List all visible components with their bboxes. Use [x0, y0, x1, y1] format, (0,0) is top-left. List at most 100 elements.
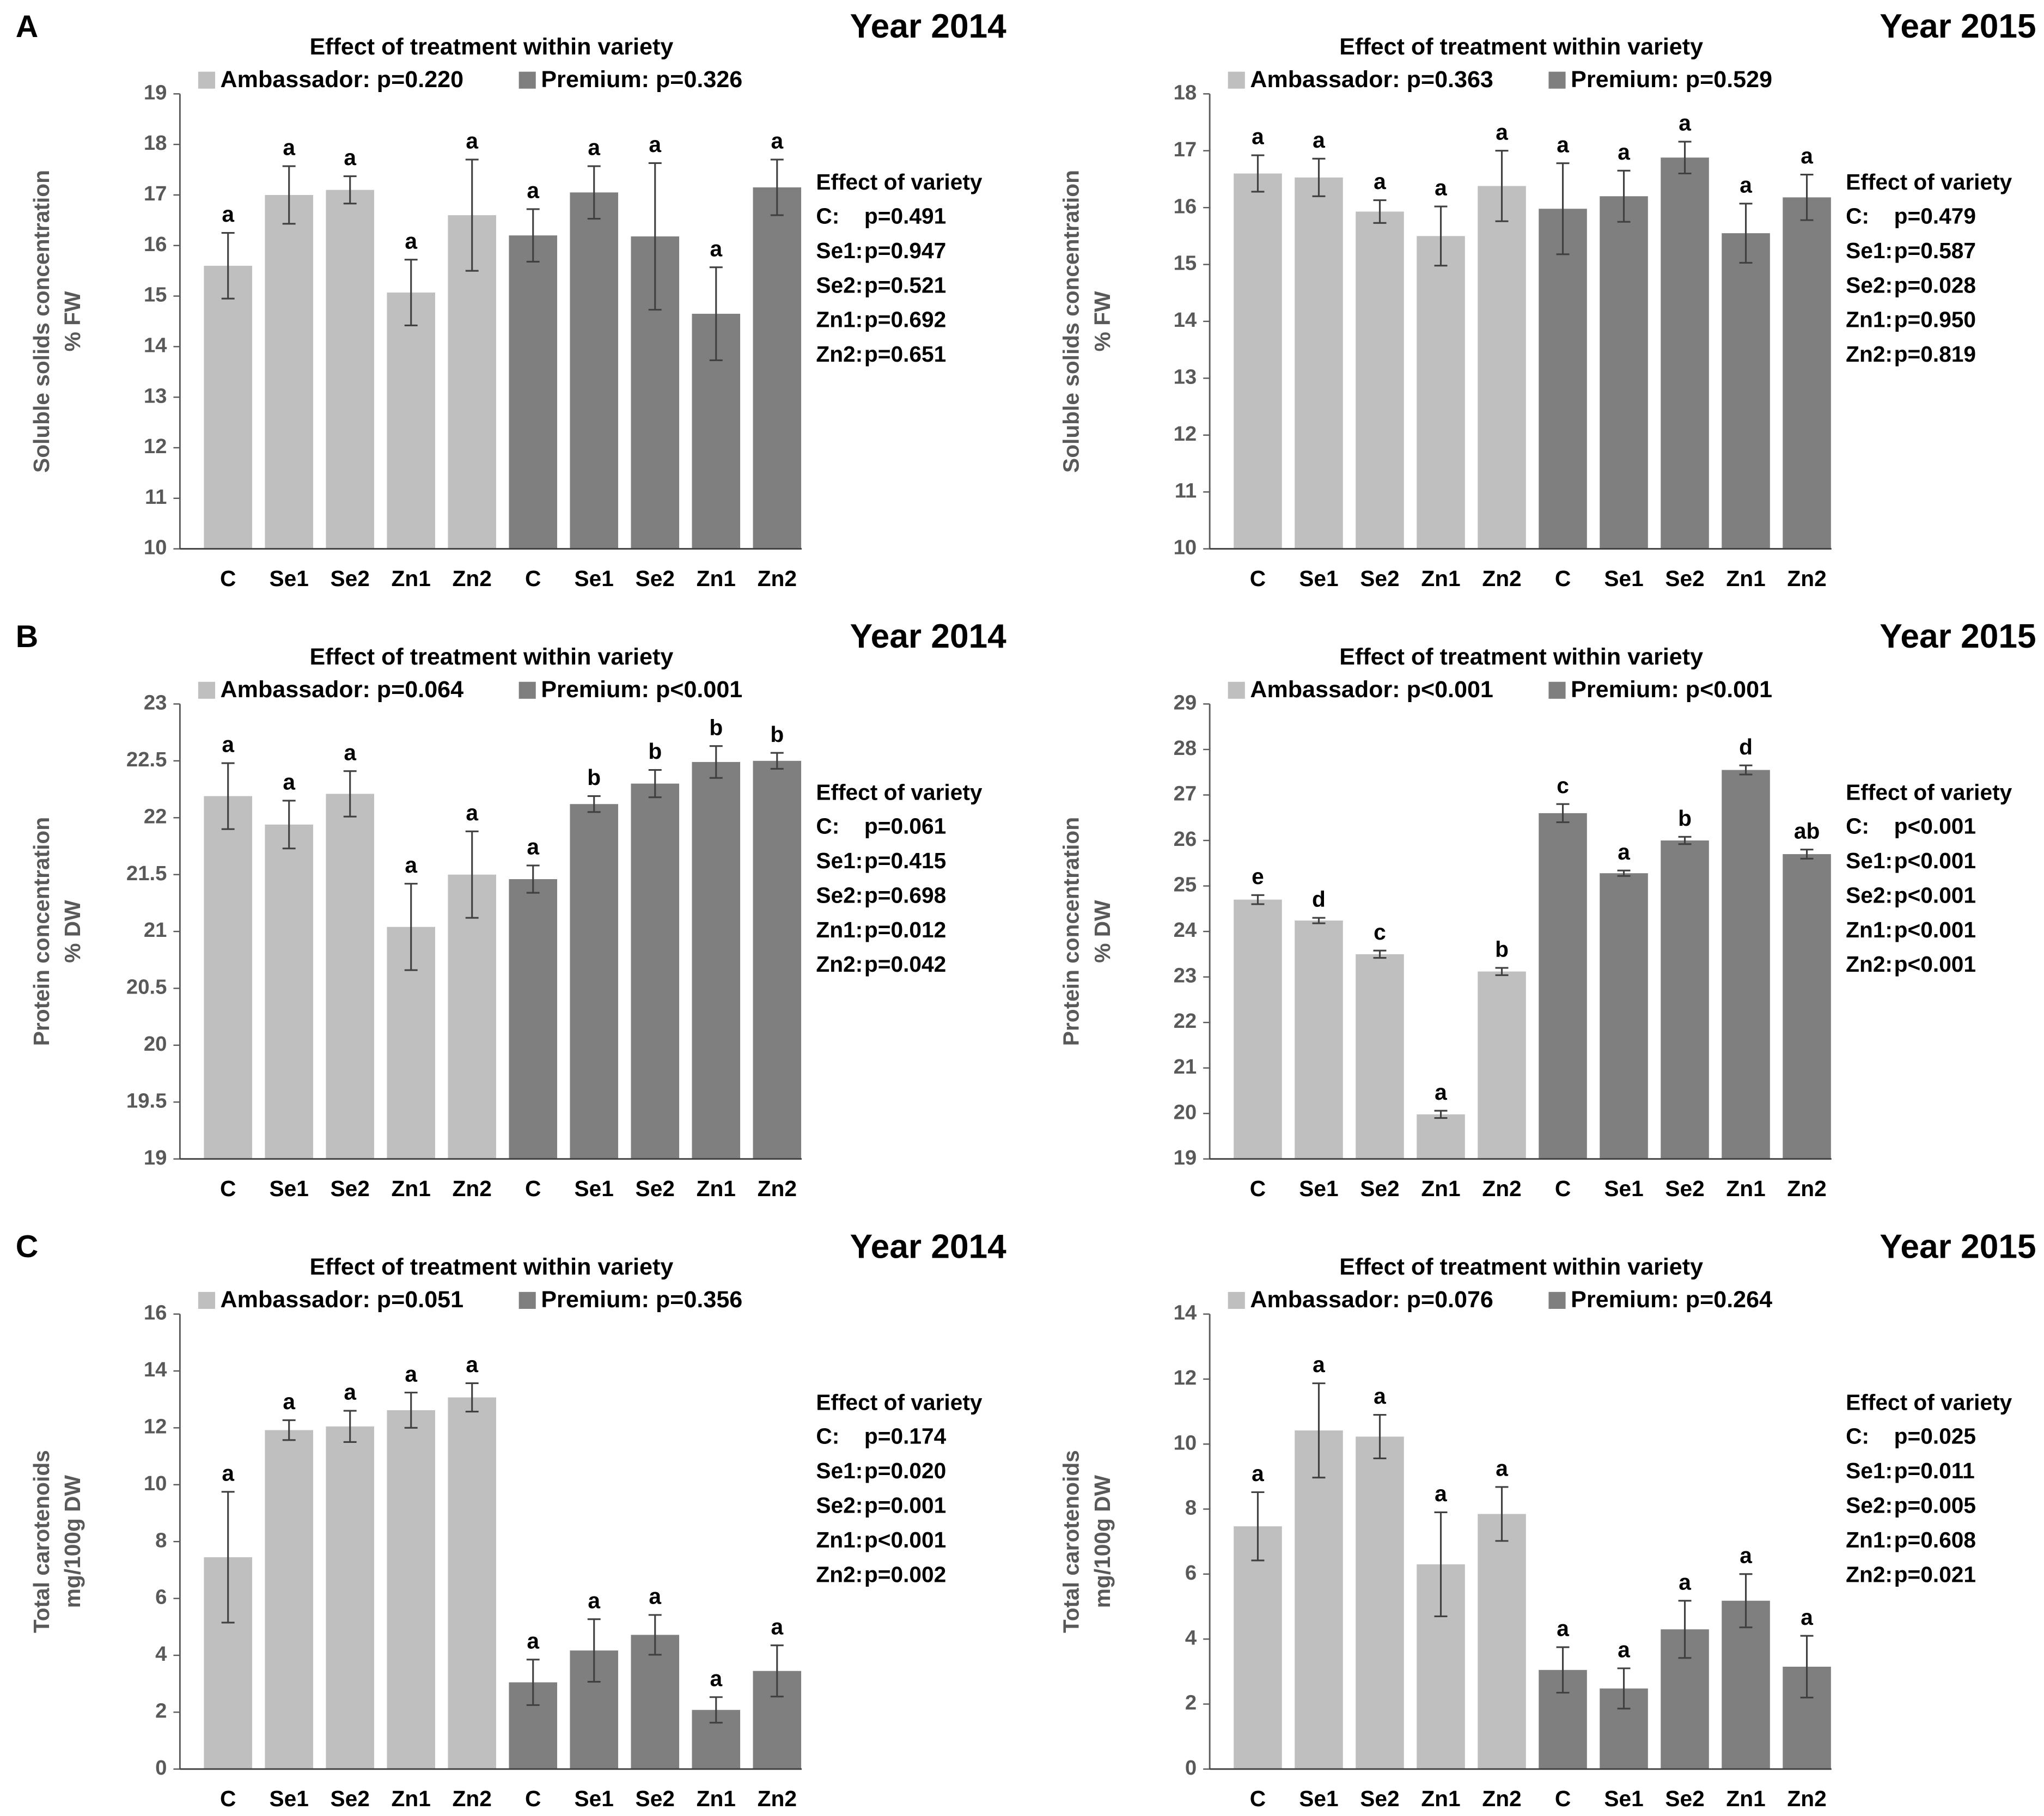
legend-swatch — [518, 681, 536, 699]
bar — [631, 1635, 680, 1769]
x-tick-label: Zn2 — [1482, 566, 1521, 591]
significance-letter: a — [405, 852, 417, 877]
error-bar — [1800, 849, 1814, 860]
variety-effect-title: Effect of variety — [1846, 1390, 2012, 1415]
bar — [387, 292, 435, 549]
significance-letter: a — [222, 1460, 234, 1485]
y-tick-label: 0 — [1185, 1756, 1197, 1780]
x-tick-label: C — [220, 566, 236, 591]
x-tick-label: C — [525, 566, 541, 591]
x-tick-label: Se1 — [575, 1176, 614, 1201]
significance-letter: b — [648, 739, 662, 764]
chart-panel: B Year 2014 Effect of treatment within var… — [16, 618, 1006, 1201]
chart-subtitle: Effect of treatment within variety — [1339, 1254, 1703, 1280]
bar — [1478, 1514, 1526, 1769]
significance-letter: a — [771, 129, 783, 154]
y-axis-label: Protein concentration — [29, 817, 54, 1046]
legend-swatch — [198, 71, 215, 89]
y-tick-label: 21 — [1174, 1055, 1197, 1078]
variety-effect-label: C: — [816, 814, 839, 839]
chart-title: Year 2014 — [850, 8, 1007, 45]
y-tick-label: 18 — [144, 131, 167, 155]
x-tick-label: C — [220, 1786, 236, 1811]
bar — [1234, 1526, 1282, 1769]
legend-swatch — [518, 1291, 536, 1309]
variety-effect-p: p<0.001 — [1894, 917, 1976, 942]
significance-letter: a — [649, 132, 661, 157]
y-tick-label: 10 — [1174, 1431, 1197, 1454]
y-axis-label: Total carotenoids — [1059, 1450, 1084, 1633]
significance-letter: a — [1313, 127, 1325, 153]
y-tick-label: 20.5 — [126, 976, 167, 999]
y-tick-label: 18 — [1174, 81, 1197, 104]
error-bar — [1617, 169, 1631, 223]
y-axis-label: Soluble solids concentration — [29, 170, 54, 473]
x-tick-label: Zn1 — [1421, 1786, 1460, 1811]
y-tick-label: 12 — [1174, 422, 1197, 446]
x-tick-label: Zn1 — [1421, 566, 1460, 591]
bar — [631, 783, 680, 1159]
y-axis-label: % DW — [1090, 900, 1115, 963]
legend-label: Premium: p=0.264 — [1571, 1287, 1772, 1313]
x-tick-label: Zn1 — [392, 1176, 431, 1201]
legend-label: Premium: p=0.356 — [541, 1287, 742, 1313]
error-bar — [404, 1392, 418, 1429]
x-tick-label: Se1 — [1604, 566, 1643, 591]
significance-letter: c — [1374, 919, 1386, 944]
y-axis-label: % FW — [60, 291, 85, 351]
variety-effect-label: Zn2: — [1846, 342, 1893, 367]
significance-letter: b — [1678, 806, 1692, 831]
variety-effect-label: Zn1: — [816, 307, 863, 332]
y-tick-label: 21.5 — [126, 862, 167, 885]
x-tick-label: Zn1 — [392, 1786, 431, 1811]
y-tick-label: 2 — [155, 1699, 167, 1723]
x-tick-label: C — [1555, 566, 1571, 591]
y-tick-label: 2 — [1185, 1691, 1197, 1715]
bar — [448, 1397, 497, 1769]
significance-letter: a — [1740, 1543, 1752, 1568]
y-tick-label: 20 — [144, 1032, 167, 1056]
error-bar — [526, 208, 540, 263]
significance-letter: a — [1435, 1481, 1447, 1506]
significance-letter: b — [709, 715, 723, 740]
significance-letter: a — [405, 228, 417, 253]
variety-effect-title: Effect of variety — [816, 779, 983, 805]
variety-effect-p: p=0.021 — [1894, 1562, 1976, 1587]
bar — [1356, 954, 1404, 1159]
significance-letter: a — [527, 834, 539, 860]
chart-subtitle: Effect of treatment within variety — [1339, 34, 1703, 60]
variety-effect-label: Zn2: — [816, 1562, 863, 1587]
variety-effect-title: Effect of variety — [1846, 779, 2012, 805]
variety-effect-p: p<0.001 — [1894, 814, 1976, 839]
significance-letter: c — [1557, 773, 1569, 798]
legend-swatch — [1548, 1291, 1566, 1309]
error-bar — [770, 159, 784, 216]
error-bar — [526, 1659, 540, 1706]
x-tick-label: Zn2 — [758, 1786, 797, 1811]
error-bar — [1556, 162, 1570, 255]
significance-letter: a — [1435, 1080, 1447, 1105]
significance-letter: a — [1374, 169, 1386, 194]
variety-effect-label: Zn1: — [1846, 1527, 1893, 1552]
error-bar — [1434, 1511, 1448, 1617]
bar — [509, 235, 558, 549]
error-bar — [709, 745, 723, 779]
variety-effect-p: p=0.011 — [1894, 1458, 1975, 1483]
legend-label: Premium: p<0.001 — [1571, 677, 1772, 703]
variety-effect-label: Se1: — [816, 1458, 863, 1483]
error-bar — [1678, 141, 1692, 175]
chart-subtitle: Effect of treatment within variety — [1339, 644, 1703, 670]
bar — [265, 194, 313, 549]
bar — [1600, 196, 1648, 549]
variety-effect-label: C: — [1846, 203, 1869, 228]
legend-label: Premium: p<0.001 — [541, 677, 742, 703]
x-tick-label: Zn1 — [697, 1176, 736, 1201]
error-bar — [221, 1491, 235, 1624]
panel-letter: B — [16, 619, 38, 654]
chart-panel: Year 2015 Effect of treatment within vari… — [1059, 8, 2036, 591]
y-tick-label: 11 — [1175, 479, 1197, 502]
variety-effect-p: p=0.042 — [864, 952, 946, 977]
significance-letter: a — [1313, 1352, 1325, 1377]
error-bar — [648, 769, 662, 799]
bar — [509, 879, 558, 1159]
